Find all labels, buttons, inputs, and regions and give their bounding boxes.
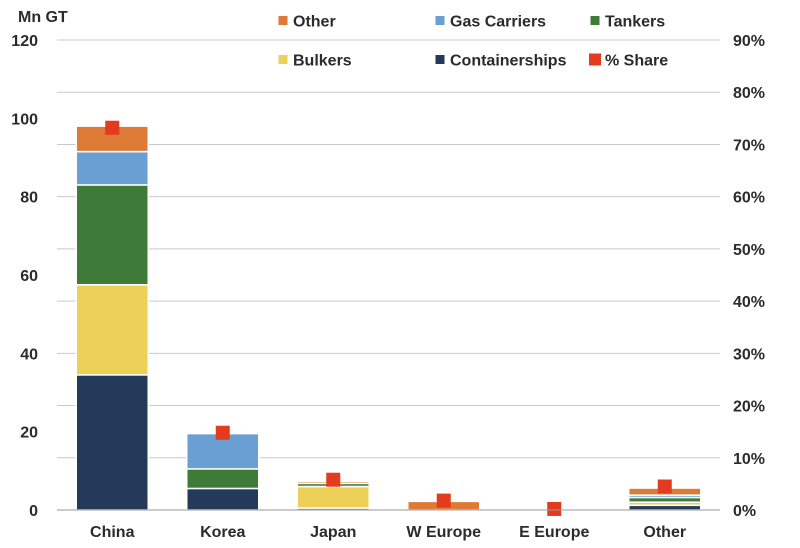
y-tick-label: 0 [29, 503, 38, 520]
bar-segment [75, 184, 149, 286]
legend-swatch [435, 16, 445, 25]
share-marker [105, 120, 120, 135]
x-tick-label: W Europe [406, 524, 481, 541]
x-tick-label: Japan [310, 524, 356, 541]
legend-swatch [278, 16, 288, 25]
x-tick-label: Other [643, 524, 686, 541]
y-tick-label: 60 [20, 268, 38, 285]
bar-segment [186, 468, 260, 490]
legend-swatch [590, 16, 600, 25]
y2-tick-label: 10% [733, 451, 765, 468]
share-marker [657, 479, 672, 494]
x-tick-label: China [90, 524, 135, 541]
share-marker [436, 493, 451, 508]
legend-label: Gas Carriers [450, 14, 546, 31]
legend: Other Gas Carriers Tankers Bulkers Container… [278, 14, 668, 70]
legend-label: Bulkers [293, 53, 352, 70]
y2-tick-label: 50% [733, 242, 765, 259]
share-marker [547, 501, 562, 516]
share-marker [215, 425, 230, 440]
y-tick-label: 100 [11, 111, 38, 128]
legend-swatch [435, 55, 445, 64]
bar-layer [75, 125, 702, 511]
y-tick-label: 120 [11, 33, 38, 50]
y-axis-title: Mn GT [18, 9, 68, 26]
bar-segment [75, 150, 149, 186]
axis-layer: 0% 10% 20% 30% 40% 50% 60% 70% 80% 90% 0 20 40 60 80 10… [11, 33, 765, 541]
bar-segment [75, 374, 149, 511]
y2-tick-label: 90% [733, 33, 765, 50]
y2-tick-label: 70% [733, 137, 765, 154]
x-tick-label: E Europe [519, 524, 589, 541]
legend-swatch [278, 55, 288, 64]
y2-tick-label: 0% [733, 503, 756, 520]
x-tick-label: Korea [200, 524, 245, 541]
y2-tick-label: 80% [733, 85, 765, 102]
y2-tick-label: 20% [733, 399, 765, 416]
legend-label: Containerships [450, 53, 567, 70]
y-tick-label: 80 [20, 190, 38, 207]
bar-segment [186, 487, 260, 511]
legend-label: Other [293, 14, 336, 31]
legend-label: Tankers [605, 14, 665, 31]
y-tick-label: 40 [20, 346, 38, 363]
bar-segment [296, 485, 370, 509]
legend-label: % Share [605, 53, 668, 70]
legend-swatch [589, 53, 601, 66]
share-marker-layer [105, 120, 672, 516]
bar-segment [75, 284, 149, 376]
y2-tick-label: 30% [733, 346, 765, 363]
grid-layer [57, 39, 720, 511]
y-tick-label: 20 [20, 425, 38, 442]
y2-tick-label: 40% [733, 294, 765, 311]
share-marker [326, 472, 341, 487]
y2-tick-label: 60% [733, 190, 765, 207]
